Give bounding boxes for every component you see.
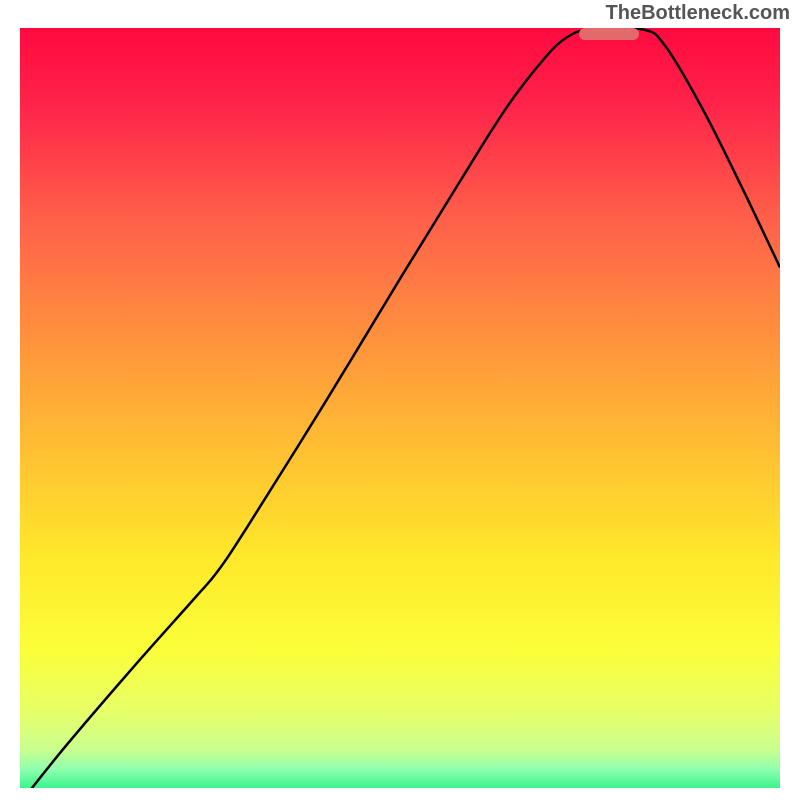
watermark-text: TheBottleneck.com bbox=[606, 2, 790, 25]
curve-line bbox=[20, 28, 780, 788]
optimal-marker bbox=[579, 28, 640, 40]
bottleneck-chart bbox=[20, 28, 780, 788]
